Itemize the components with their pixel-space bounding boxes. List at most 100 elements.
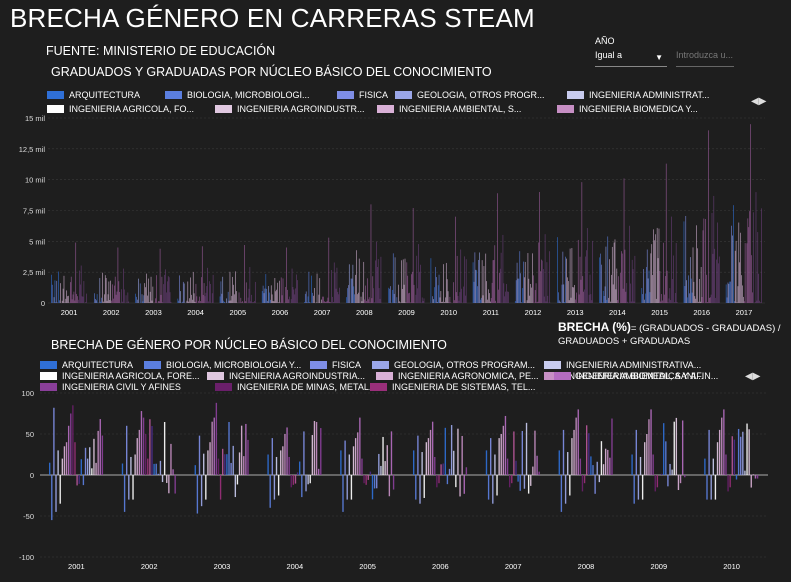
bar bbox=[494, 454, 496, 475]
legend-label: INGENIERIA AGROINDUSTRIA... bbox=[229, 371, 366, 381]
legend-item[interactable]: FISICA bbox=[310, 360, 361, 370]
year-operator-select[interactable]: Igual a ▼ bbox=[595, 50, 667, 67]
next-page-icon[interactable]: ▶ bbox=[758, 96, 767, 107]
bar bbox=[248, 288, 250, 303]
legend-item[interactable]: GEOLOGIA, OTROS PROGRAM... bbox=[372, 360, 535, 370]
bar bbox=[94, 293, 95, 303]
bar bbox=[135, 293, 136, 303]
bar bbox=[206, 286, 208, 303]
bar bbox=[149, 419, 151, 475]
legend-label: ARQUITECTURA bbox=[69, 90, 141, 100]
legend-item[interactable]: INGENIERIA BIOMEDICA Y AFIN... bbox=[554, 371, 718, 381]
bar bbox=[596, 461, 598, 475]
bar bbox=[324, 301, 326, 303]
bar bbox=[113, 285, 115, 303]
bar bbox=[159, 460, 162, 475]
legend-item[interactable]: INGENIERIA AGRICOLA, FO... bbox=[47, 104, 194, 114]
bar bbox=[290, 299, 292, 303]
legend-item[interactable]: BIOLOGIA, MICROBIOLOGI... bbox=[165, 90, 310, 100]
bar bbox=[183, 283, 185, 303]
legend-swatch bbox=[40, 372, 57, 380]
bar bbox=[346, 475, 348, 500]
bar bbox=[77, 296, 78, 303]
bar bbox=[102, 272, 103, 303]
bar bbox=[148, 302, 150, 303]
bar bbox=[295, 288, 296, 303]
xtick-label: 2010 bbox=[723, 562, 740, 571]
prev-page-icon[interactable]: ◀ bbox=[745, 371, 753, 382]
legend-item[interactable]: ARQUITECTURA bbox=[47, 90, 140, 100]
legend-item[interactable]: INGENIERIA BIOMEDICA Y... bbox=[557, 104, 698, 114]
bar bbox=[251, 294, 252, 303]
bar bbox=[747, 218, 749, 303]
legend-label: INGENIERIA AMBIENTAL, SANI... bbox=[566, 371, 704, 381]
bar bbox=[698, 301, 699, 303]
legend-item[interactable]: INGENIERIA AGROINDUSTRIA... bbox=[207, 371, 365, 381]
bar bbox=[521, 302, 522, 303]
bar bbox=[309, 302, 311, 303]
bar bbox=[188, 301, 190, 303]
legend-item[interactable]: INGENIERIA DE SISTEMAS, TEL... bbox=[370, 382, 535, 392]
bar bbox=[234, 475, 237, 498]
legend-item[interactable]: FISICA bbox=[337, 90, 388, 100]
xtick-label: 2001 bbox=[68, 562, 85, 571]
bar bbox=[586, 228, 588, 303]
bar bbox=[362, 292, 364, 303]
bar bbox=[274, 278, 276, 303]
bar bbox=[91, 468, 93, 475]
bar bbox=[320, 428, 322, 475]
legend-item[interactable]: INGENIERIA ADMINISTRATIVA... bbox=[544, 360, 701, 370]
bar bbox=[136, 438, 138, 475]
bar bbox=[351, 278, 353, 303]
bar bbox=[465, 467, 468, 475]
bar bbox=[382, 436, 384, 475]
legend-item[interactable]: INGENIERIA CIVIL Y AFINES bbox=[40, 382, 181, 392]
bar bbox=[746, 243, 748, 303]
bar bbox=[208, 301, 209, 303]
bar bbox=[654, 475, 656, 492]
bar bbox=[733, 205, 734, 303]
bar bbox=[459, 292, 461, 303]
bar bbox=[727, 475, 729, 492]
bar bbox=[230, 462, 232, 475]
legend-item[interactable]: INGENIERIA AGRICOLA, FORE... bbox=[40, 371, 200, 381]
bar bbox=[656, 475, 659, 488]
bar bbox=[160, 294, 162, 303]
bar bbox=[70, 413, 72, 475]
year-value-input[interactable]: Introduzca u... bbox=[676, 50, 734, 67]
bar bbox=[504, 415, 507, 475]
bar bbox=[86, 293, 87, 303]
bar bbox=[523, 277, 525, 303]
bar bbox=[56, 280, 58, 303]
legend-item[interactable]: INGENIERIA AGROINDUSTR... bbox=[215, 104, 365, 114]
bar bbox=[453, 282, 454, 303]
legend-item[interactable]: INGENIERIA AMBIENTAL, S... bbox=[377, 104, 521, 114]
bar bbox=[123, 289, 125, 303]
bar bbox=[541, 259, 542, 303]
legend-item[interactable]: GEOLOGIA, OTROS PROGR... bbox=[395, 90, 545, 100]
bar bbox=[579, 256, 581, 303]
legend-item[interactable]: INGENIERIA AGRONOMICA, PE... bbox=[376, 371, 539, 381]
bar bbox=[326, 300, 328, 303]
legend-item[interactable]: BIOLOGIA, MICROBIOLOGIA Y... bbox=[144, 360, 301, 370]
bar bbox=[420, 264, 421, 303]
bar bbox=[626, 283, 628, 303]
bar bbox=[267, 300, 268, 303]
legend-item[interactable]: ARQUITECTURA bbox=[40, 360, 133, 370]
xtick-label: 2010 bbox=[440, 308, 457, 317]
bar bbox=[106, 300, 108, 303]
bar bbox=[178, 300, 180, 303]
legend-item[interactable]: INGENIERIA ADMINISTRAT... bbox=[567, 90, 709, 100]
bar bbox=[396, 297, 398, 303]
legend-item[interactable]: INGENIERIA AMBIENTAL, SANI... bbox=[544, 371, 703, 381]
bar bbox=[457, 428, 459, 475]
bar bbox=[390, 431, 393, 475]
prev-page-icon[interactable]: ◀ bbox=[751, 96, 759, 107]
bar bbox=[156, 275, 157, 303]
bar bbox=[721, 417, 723, 475]
legend-item[interactable]: INGENIERIA DE MINAS, METAL... bbox=[215, 382, 376, 392]
next-page-icon[interactable]: ▶ bbox=[752, 371, 761, 382]
bar bbox=[688, 275, 689, 303]
bar bbox=[646, 434, 648, 475]
bar bbox=[565, 256, 566, 303]
